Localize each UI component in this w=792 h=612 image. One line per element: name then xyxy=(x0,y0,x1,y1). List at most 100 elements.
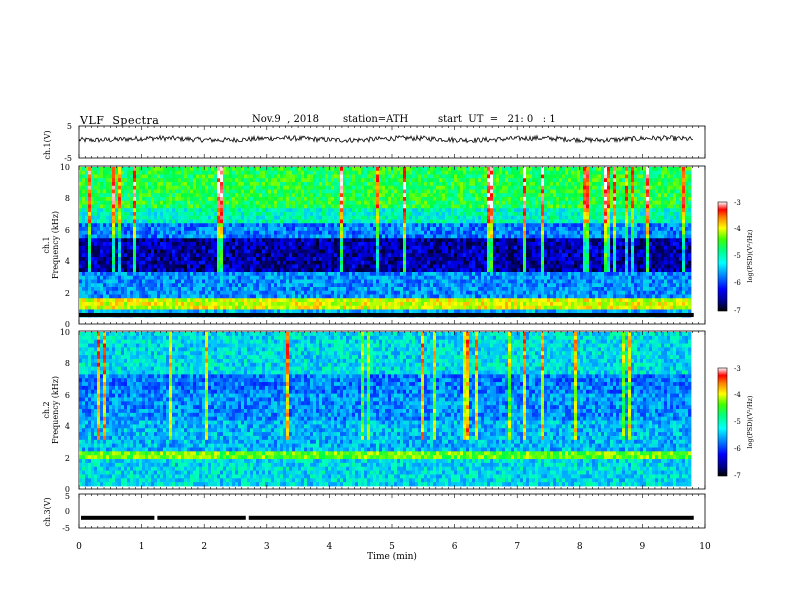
spectrogram-cell xyxy=(376,305,380,310)
spectrogram-cell xyxy=(259,167,263,172)
spectrogram-cell xyxy=(373,249,377,254)
spectrogram-cell xyxy=(157,185,161,190)
spectrogram-cell xyxy=(439,309,443,314)
spectrogram-cell xyxy=(142,294,146,299)
ch1-waveform-panel: 5 -5 ch.1(V) xyxy=(43,122,706,163)
spectrogram-cell xyxy=(274,253,278,258)
spectrogram-cell xyxy=(193,272,197,277)
spectrogram-cell xyxy=(313,200,317,205)
spectrogram-cell xyxy=(445,223,449,228)
spectrogram-cell xyxy=(415,234,419,239)
spectrogram-cell xyxy=(223,215,227,220)
spectrogram-cell xyxy=(346,219,350,224)
spectrogram-cell xyxy=(352,245,356,250)
spectrogram-cell xyxy=(106,178,110,183)
spectrogram-cell xyxy=(127,212,131,217)
spectrogram-cell xyxy=(382,193,386,198)
spectrogram-cell xyxy=(130,174,134,179)
spectrogram-cell xyxy=(148,238,152,243)
spectrogram-cell xyxy=(247,200,251,205)
spectrogram-cell xyxy=(82,185,86,190)
spectrogram-cell xyxy=(214,200,218,205)
spectrogram-cell xyxy=(178,189,182,194)
spectrogram-cell xyxy=(112,185,116,190)
spectrogram-cell xyxy=(337,170,341,175)
spectrogram-cell xyxy=(154,275,158,280)
spectrogram-cell xyxy=(112,212,116,217)
spectrogram-cell xyxy=(196,215,200,220)
spectrogram-cell xyxy=(199,302,203,307)
spectrogram-cell xyxy=(208,204,212,209)
spectrogram-cell xyxy=(220,287,224,292)
spectrogram-cell xyxy=(388,208,392,213)
spectrogram-cell xyxy=(445,182,449,187)
spectrogram-cell xyxy=(430,170,434,175)
spectrogram-cell xyxy=(445,215,449,220)
spectrogram-cell xyxy=(91,200,95,205)
spectrogram-cell xyxy=(250,197,254,202)
spectrogram-cell xyxy=(103,264,107,269)
spectrogram-cell xyxy=(400,260,404,265)
spectrogram-cell xyxy=(403,200,407,205)
spectrogram-cell xyxy=(169,219,173,224)
spectrogram-cell xyxy=(160,245,164,250)
spectrogram-cell xyxy=(304,309,308,314)
spectrogram-cell xyxy=(172,234,176,239)
spectrogram-cell xyxy=(448,197,452,202)
spectrogram-cell xyxy=(400,230,404,235)
spectrogram-cell xyxy=(385,290,389,295)
spectrogram-cell xyxy=(169,215,173,220)
spectrogram-cell xyxy=(331,223,335,228)
spectrogram-cell xyxy=(127,283,131,288)
spectrogram-cell xyxy=(403,178,407,183)
spectrogram-cell xyxy=(115,193,119,198)
spectrogram-cell xyxy=(295,227,299,232)
spectrogram-cell xyxy=(304,268,308,273)
spectrogram-cell xyxy=(298,287,302,292)
spectrogram-cell xyxy=(340,294,344,299)
spectrogram-cell xyxy=(445,204,449,209)
spectrogram-cell xyxy=(415,197,419,202)
spectrogram-cell xyxy=(238,193,242,198)
spectrogram-cell xyxy=(418,245,422,250)
spectrogram-cell xyxy=(259,249,263,254)
spectrogram-cell xyxy=(208,268,212,273)
spectrogram-cell xyxy=(100,215,104,220)
spectrogram-cell xyxy=(82,309,86,314)
spectrogram-cell xyxy=(310,260,314,265)
spectrogram-cell xyxy=(337,249,341,254)
spectrogram-cell xyxy=(193,287,197,292)
spectrogram-cell xyxy=(232,182,236,187)
spectrogram-cell xyxy=(208,298,212,303)
spectrogram-cell xyxy=(124,185,128,190)
spectrogram-cell xyxy=(325,170,329,175)
spectrogram-cell xyxy=(97,215,101,220)
spectrogram-cell xyxy=(253,200,257,205)
spectrogram-cell xyxy=(148,182,152,187)
spectrogram-cell xyxy=(217,212,221,217)
spectrogram-cell xyxy=(250,170,254,175)
spectrogram-cell xyxy=(130,290,134,295)
spectrogram-cell xyxy=(307,272,311,277)
spectrogram-cell xyxy=(265,294,269,299)
spectrogram-cell xyxy=(124,200,128,205)
spectrogram-cell xyxy=(418,272,422,277)
spectrogram-cell xyxy=(352,178,356,183)
spectrogram-cell xyxy=(439,257,443,262)
spectrogram-cell xyxy=(439,279,443,284)
spectrogram-cell xyxy=(292,174,296,179)
spectrogram-cell xyxy=(109,223,113,228)
spectrogram-cell xyxy=(388,268,392,273)
spectrogram-cell xyxy=(229,298,233,303)
spectrogram-cell xyxy=(172,227,176,232)
spectrogram-cell xyxy=(271,264,275,269)
spectrogram-cell xyxy=(304,219,308,224)
spectrogram-cell xyxy=(337,219,341,224)
spectrogram-cell xyxy=(121,189,125,194)
spectrogram-cell xyxy=(136,268,140,273)
spectrogram-cell xyxy=(382,234,386,239)
spectrogram-cell xyxy=(397,182,401,187)
spectrogram-cell xyxy=(199,178,203,183)
spectrogram-cell xyxy=(415,189,419,194)
spectrogram-cell xyxy=(175,257,179,262)
